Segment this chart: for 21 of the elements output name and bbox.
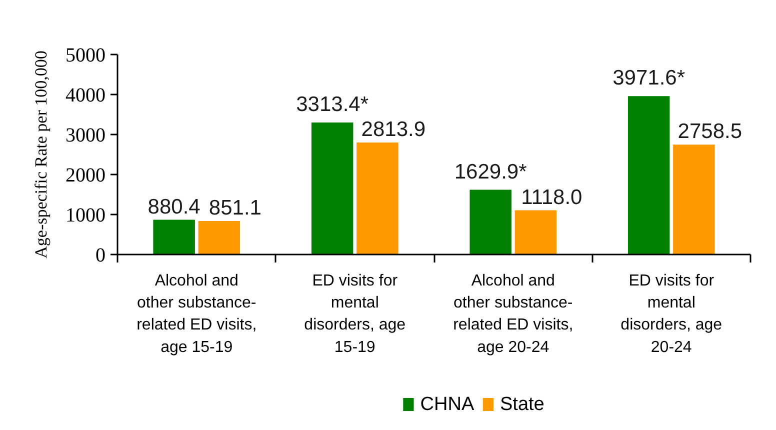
y-tick-label: 4000 — [66, 84, 106, 106]
legend-label: State — [500, 394, 544, 415]
y-tick-label: 2000 — [66, 164, 106, 186]
y-axis-title: Age-specific Rate per 100,000 — [32, 50, 50, 258]
y-tick-label: 0 — [96, 244, 106, 266]
data-label: 880.4 — [148, 195, 201, 218]
legend-label: CHNA — [420, 394, 474, 415]
y-tick-label: 3000 — [66, 124, 106, 146]
data-label: 1629.9* — [454, 160, 527, 184]
x-tick-label: ED visits for mental disorders, age 15-19 — [304, 272, 406, 356]
data-label: 851.1 — [208, 196, 262, 220]
y-tick-label: 5000 — [66, 44, 106, 66]
x-tick-label: Alcohol and other substance- related ED visits, age 15-19 — [136, 272, 257, 356]
y-tick-label: 1000 — [66, 204, 106, 226]
data-label: 3971.6* — [612, 66, 686, 90]
data-label: 2813.9 — [361, 118, 426, 141]
data-label: 3313.4* — [296, 92, 369, 116]
data-label: 2758.5 — [678, 120, 742, 144]
x-tick-label: Alcohol and other substance- related ED visits, age 20-24 — [453, 272, 574, 356]
data-label: 1118.0 — [521, 186, 582, 209]
x-tick-label: ED visits for mental disorders, age 20-24 — [620, 272, 722, 356]
